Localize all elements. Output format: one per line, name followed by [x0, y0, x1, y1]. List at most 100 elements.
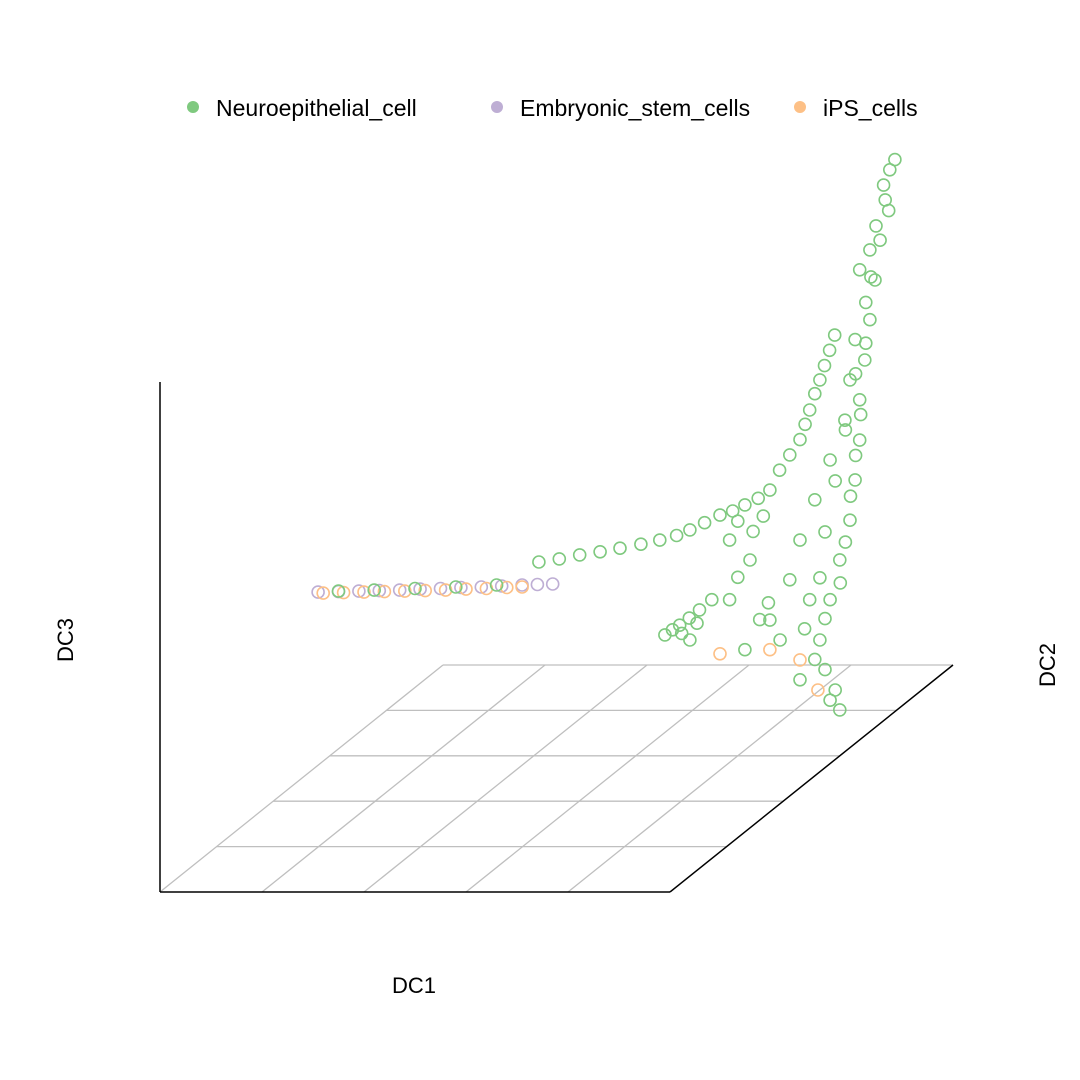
data-point [782, 448, 797, 462]
data-point [832, 553, 847, 567]
data-point [793, 432, 807, 447]
data-point [545, 577, 560, 591]
data-point [833, 576, 848, 590]
data-point [418, 583, 433, 598]
legend-label: iPS_cells [823, 95, 918, 121]
data-point [730, 570, 745, 585]
data-point [552, 552, 567, 566]
z-axis-label: DC3 [53, 618, 78, 662]
data-point [352, 584, 366, 598]
data-point [832, 703, 847, 717]
data-point [863, 243, 877, 257]
data-point [843, 489, 858, 504]
x-axis-label: DC1 [392, 973, 436, 998]
data-point [864, 270, 878, 284]
data-point [848, 366, 863, 381]
data-point [413, 582, 427, 596]
floor-grid [159, 664, 953, 893]
data-point [797, 621, 812, 636]
data-point [793, 653, 807, 667]
grid-line-x [363, 664, 648, 893]
data-point [367, 583, 382, 597]
data-point [873, 233, 887, 247]
data-point [823, 693, 837, 708]
legend-marker [491, 101, 503, 113]
data-point [752, 612, 767, 627]
data-point [818, 611, 832, 626]
data-points [311, 152, 902, 717]
grid-line-x [567, 664, 852, 893]
data-point [311, 585, 325, 599]
data-point [868, 273, 882, 287]
data-point [813, 373, 827, 387]
data-point [730, 514, 745, 529]
data-point [397, 584, 412, 598]
data-point [738, 642, 752, 657]
data-point [802, 403, 817, 417]
data-point [807, 492, 822, 507]
data-point [377, 584, 392, 599]
data-point [722, 592, 737, 607]
data-point [772, 463, 787, 478]
data-point [674, 626, 689, 641]
legend: Neuroepithelial_cell Embryonic_stem_cells… [187, 95, 918, 121]
data-point [683, 633, 697, 647]
data-point [823, 453, 837, 467]
data-point [692, 603, 707, 617]
data-point [499, 580, 514, 595]
data-point [532, 555, 546, 569]
data-point [802, 592, 817, 607]
data-point [793, 533, 807, 547]
legend-label: Neuroepithelial_cell [216, 95, 417, 121]
y-axis-label: DC2 [1035, 643, 1060, 687]
data-point [489, 578, 504, 592]
data-point [572, 548, 587, 562]
data-point [807, 652, 822, 667]
grid-line-x [159, 664, 444, 893]
data-point [743, 553, 757, 567]
data-point [793, 672, 807, 687]
grid-line-x [261, 664, 546, 893]
data-point [448, 580, 463, 594]
data-point [848, 448, 863, 463]
data-point [848, 473, 862, 487]
data-point [763, 642, 777, 657]
legend-marker [187, 101, 199, 113]
data-point [852, 262, 867, 277]
data-point [459, 582, 473, 596]
data-point [773, 633, 787, 647]
data-point [336, 585, 351, 600]
data-point [372, 583, 387, 598]
data-point [838, 413, 852, 428]
data-point [331, 584, 346, 598]
data-point [738, 498, 752, 512]
data-point [828, 474, 843, 488]
data-point [357, 585, 371, 599]
data-point [869, 219, 883, 233]
data-point [823, 592, 837, 607]
data-point [853, 407, 868, 422]
data-point [881, 203, 896, 218]
data-point [683, 523, 697, 537]
data-point [593, 544, 607, 559]
data-point [818, 525, 832, 539]
data-point [817, 358, 832, 373]
data-point [690, 616, 704, 631]
data-point [827, 328, 842, 342]
data-point [813, 570, 827, 585]
data-point [858, 336, 873, 351]
data-point [669, 528, 684, 543]
data-point [515, 580, 529, 594]
data-point [763, 483, 777, 497]
data-point [722, 533, 737, 547]
data-point [838, 423, 853, 437]
data-point [813, 633, 827, 647]
data-point [761, 595, 776, 610]
data-point [665, 622, 680, 637]
data-point [852, 433, 867, 447]
axes [159, 382, 954, 893]
data-point [756, 509, 771, 523]
data-point [613, 541, 627, 556]
data-point [843, 513, 857, 528]
data-point [316, 586, 331, 600]
